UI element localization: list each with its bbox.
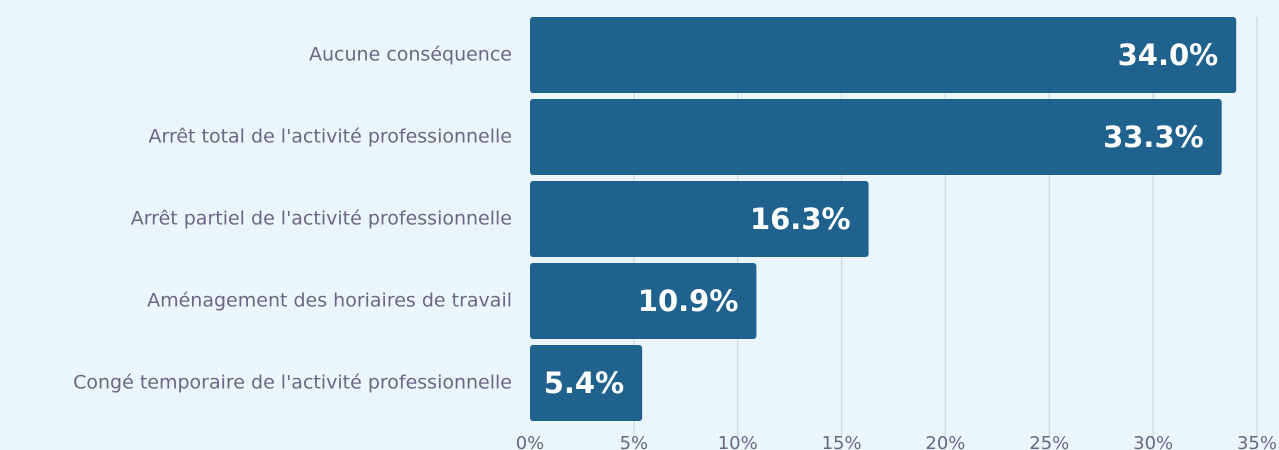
category-label: Arrêt partiel de l'activité professionne… (131, 208, 512, 230)
x-tick-label: 10% (718, 433, 758, 450)
category-label: Arrêt total de l'activité professionnell… (148, 126, 512, 148)
x-tick-label: 25% (1029, 433, 1069, 450)
x-tick-label: 20% (925, 433, 965, 450)
bar (530, 17, 1237, 93)
bar (530, 99, 1222, 175)
bar (530, 345, 643, 421)
x-tick-label: 0% (516, 433, 545, 450)
bar (530, 263, 757, 339)
x-tick-label: 30% (1133, 433, 1173, 450)
category-label: Congé temporaire de l'activité professio… (73, 372, 512, 394)
value-label: 5.4% (544, 366, 624, 400)
value-label: 16.3% (750, 202, 851, 236)
value-label: 34.0% (1118, 38, 1219, 72)
x-tick-label: 15% (822, 433, 862, 450)
value-label: 10.9% (638, 284, 739, 318)
category-label: Aucune conséquence (309, 44, 512, 66)
value-label: 33.3% (1103, 120, 1204, 154)
x-tick-label: 35% (1237, 433, 1277, 450)
x-tick-label: 5% (620, 433, 649, 450)
category-label: Aménagement des horiaires de travail (147, 290, 512, 312)
bar (530, 181, 869, 257)
